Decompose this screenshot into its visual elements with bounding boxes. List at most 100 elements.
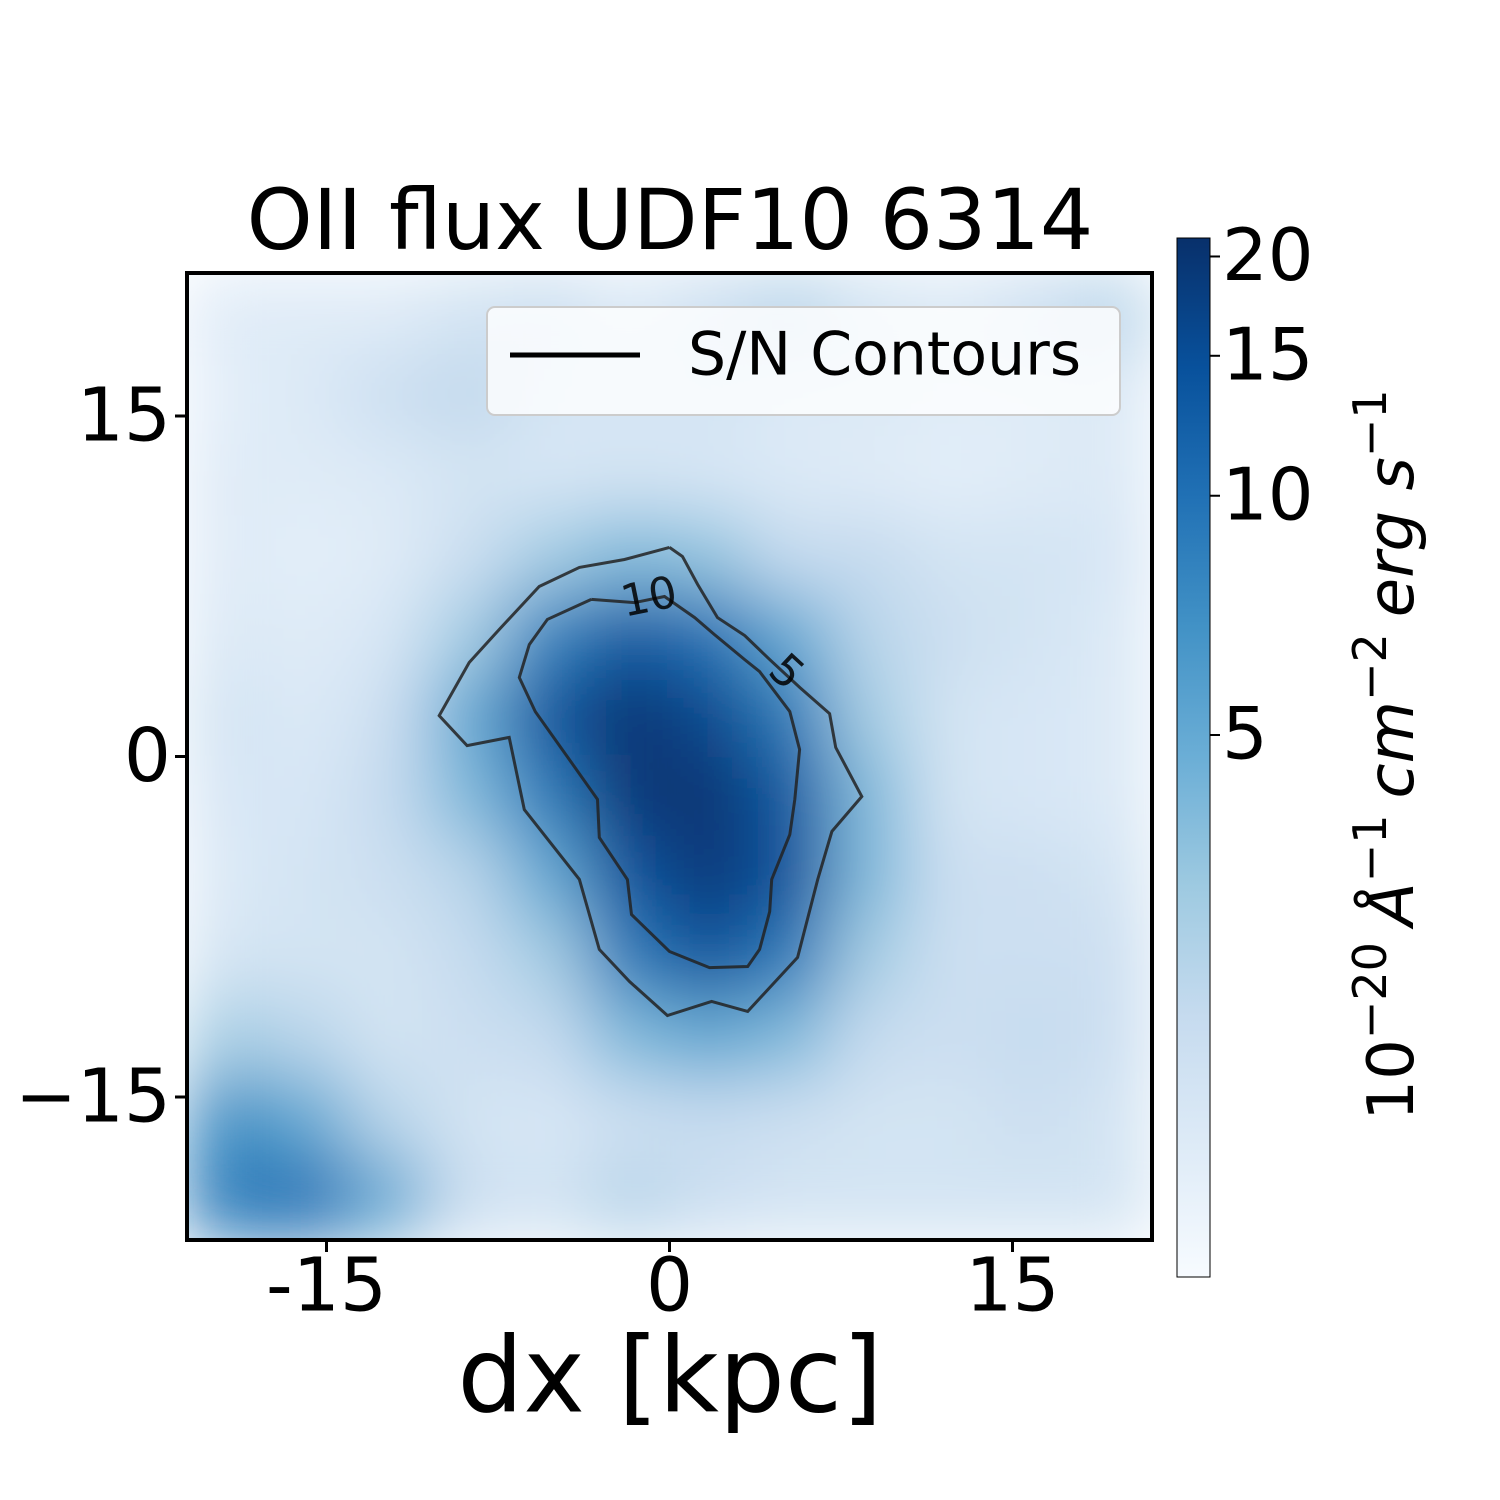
heatmap-cell xyxy=(990,433,1073,516)
heatmap-cell xyxy=(910,675,992,757)
y-tick-label: −15 xyxy=(15,1053,171,1139)
heatmap-cell xyxy=(990,594,1073,677)
colorbar-label-part: erg s xyxy=(1355,457,1429,617)
heatmap-cell xyxy=(1071,514,1152,596)
heatmap-cell xyxy=(266,917,349,999)
heatmap-cell xyxy=(829,917,912,999)
heatmap-cell xyxy=(508,997,590,1080)
x-tick-label: 0 xyxy=(646,1243,693,1329)
heatmap-cell xyxy=(829,997,912,1080)
heatmap-cell xyxy=(187,997,268,1080)
heatmap-cell xyxy=(427,917,510,999)
heatmap-cell xyxy=(910,433,992,516)
heatmap-cell xyxy=(669,836,751,919)
heatmap-cell xyxy=(187,1078,268,1160)
heatmap-cell xyxy=(829,1078,912,1160)
heatmap-cell xyxy=(427,514,510,596)
heatmap-cell xyxy=(669,756,751,838)
heatmap-cell xyxy=(266,836,349,919)
heatmap-cell xyxy=(187,675,268,757)
heatmap-cell xyxy=(1071,594,1152,677)
heatmap-cell xyxy=(266,1158,349,1240)
heatmap-cell xyxy=(347,1078,429,1160)
heatmap-cell xyxy=(910,836,992,919)
heatmap-cell xyxy=(829,836,912,919)
heatmap-cell xyxy=(508,1078,590,1160)
heatmap-cell xyxy=(829,594,912,677)
colorbar-tick-label: 10 xyxy=(1222,452,1314,536)
heatmap-cell xyxy=(910,997,992,1080)
heatmap-cell xyxy=(669,675,751,757)
heatmap-cell xyxy=(749,433,831,516)
heatmap-cell xyxy=(1071,997,1152,1080)
heatmap-cell xyxy=(187,917,268,999)
heatmap-cell xyxy=(347,997,429,1080)
legend: S/N Contours xyxy=(486,306,1121,416)
heatmap-cell xyxy=(1071,433,1152,516)
heatmap-cell xyxy=(347,353,429,435)
heatmap-cell xyxy=(187,353,268,435)
heatmap-cell xyxy=(347,756,429,838)
heatmap-cell xyxy=(508,594,590,677)
heatmap-cell xyxy=(588,756,670,838)
heatmap-cell xyxy=(749,1158,831,1240)
x-axis-label: dx [kpc] xyxy=(457,1314,882,1436)
heatmap-cell xyxy=(347,433,429,516)
heatmap-cell xyxy=(508,1158,590,1240)
heatmap-cell xyxy=(588,433,670,516)
heatmap-cell xyxy=(910,917,992,999)
heatmap-cell xyxy=(187,594,268,677)
legend-label: S/N Contours xyxy=(688,320,1081,390)
heatmap-cell xyxy=(829,1158,912,1240)
heatmap-cell xyxy=(427,997,510,1080)
heatmap-cell xyxy=(1071,836,1152,919)
heatmap-cell xyxy=(508,675,590,757)
y-tick-label: 15 xyxy=(77,373,171,459)
heatmap-cell xyxy=(588,997,670,1080)
colorbar-tick-label: 5 xyxy=(1222,692,1268,776)
heatmap-cell xyxy=(990,1158,1073,1240)
heatmap-cell xyxy=(1071,756,1152,838)
x-tick-label: -15 xyxy=(266,1243,387,1329)
heatmap-cell xyxy=(910,1078,992,1160)
heatmap-cell xyxy=(829,675,912,757)
heatmap-cell xyxy=(1071,675,1152,757)
colorbar-label-part: Å xyxy=(1353,882,1429,930)
colorbar-label-part: cm xyxy=(1355,701,1429,799)
heatmap-cell xyxy=(829,514,912,596)
heatmap-cell xyxy=(749,917,831,999)
heatmap-cell xyxy=(588,675,670,757)
heatmap-cell xyxy=(588,514,670,596)
heatmap-cell xyxy=(1071,917,1152,999)
heatmap-cell xyxy=(910,1158,992,1240)
heatmap-cell xyxy=(347,594,429,677)
heatmap-cell xyxy=(588,1158,670,1240)
heatmap-cell xyxy=(1071,1078,1152,1160)
heatmap-cell xyxy=(749,997,831,1080)
heatmap-cell xyxy=(669,433,751,516)
colorbar-label-part: 10 xyxy=(1355,1039,1429,1120)
heatmap-cell xyxy=(347,273,429,355)
heatmap-cell xyxy=(266,273,349,355)
heatmap-cell xyxy=(508,917,590,999)
heatmap-cell xyxy=(266,353,349,435)
heatmap-cell xyxy=(266,594,349,677)
heatmap-cell xyxy=(427,1158,510,1240)
heatmap-cell xyxy=(347,675,429,757)
contour-line xyxy=(437,545,864,1018)
heatmap-cell xyxy=(266,514,349,596)
heatmap-cell xyxy=(266,433,349,516)
heatmap-cell xyxy=(266,756,349,838)
heatmap-cell xyxy=(910,514,992,596)
heatmap-cell xyxy=(990,1078,1073,1160)
contour-label: 10 xyxy=(616,566,681,627)
heatmap-cell xyxy=(1071,1158,1152,1240)
heatmap-cell xyxy=(427,756,510,838)
heatmap-cell xyxy=(347,514,429,596)
heatmap-cell xyxy=(187,433,268,516)
heatmap-cell xyxy=(187,514,268,596)
heatmap-cell xyxy=(990,997,1073,1080)
heatmap-cell xyxy=(347,1158,429,1240)
heatmap-cell xyxy=(990,675,1073,757)
